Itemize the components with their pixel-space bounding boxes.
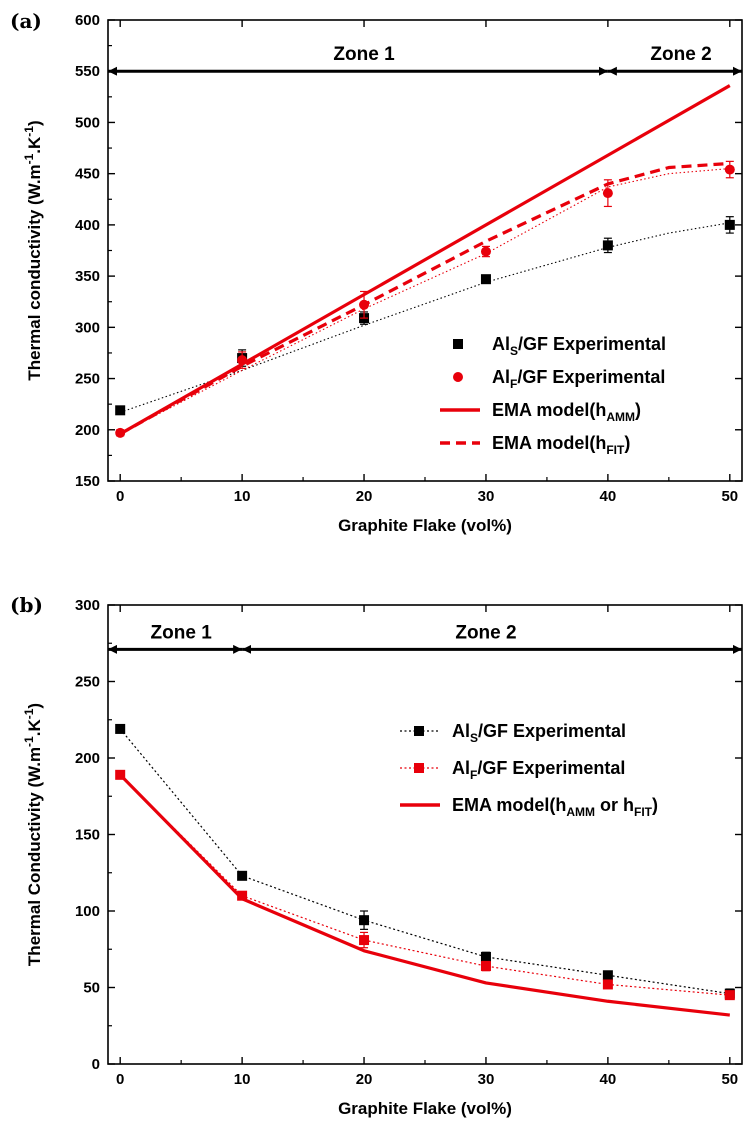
data-point bbox=[602, 188, 613, 199]
chart-panel-b: (b) 0 10 20 30 40 50 0 50 100 150 200 250 300 Graphite… bbox=[10, 593, 743, 1118]
data-point bbox=[237, 890, 248, 901]
data-point bbox=[602, 970, 613, 981]
data-point bbox=[480, 961, 491, 972]
data-point bbox=[602, 979, 613, 990]
legend-marker bbox=[414, 763, 424, 773]
y-axis-title: Thermal conductivity (W.m-1.K-1) bbox=[22, 120, 44, 380]
data-point bbox=[359, 915, 370, 926]
x-tick-label: 10 bbox=[234, 488, 251, 505]
zone-label: Zone 2 bbox=[455, 622, 516, 643]
chart-panel-a: (a) 0 10 20 30 40 50 150 200 250 300 350 400 450 500 55… bbox=[10, 9, 743, 535]
zone-label: Zone 1 bbox=[151, 622, 213, 643]
y-tick-label: 200 bbox=[75, 750, 100, 767]
y-tick-label: 50 bbox=[83, 980, 100, 997]
x-axis-title: Graphite Flake (vol%) bbox=[338, 1099, 512, 1118]
x-tick-label: 20 bbox=[356, 1071, 373, 1088]
x-tick-label: 0 bbox=[116, 1071, 124, 1088]
data-point bbox=[115, 723, 126, 734]
x-tick-label: 30 bbox=[478, 488, 495, 505]
data-point bbox=[724, 219, 735, 230]
x-tick-label: 50 bbox=[721, 488, 738, 505]
data-point bbox=[724, 164, 735, 175]
zone-label: Zone 2 bbox=[650, 44, 711, 65]
legend-label: AlF/GF Experimental bbox=[452, 758, 625, 782]
legend-label: AlF/GF Experimental bbox=[492, 367, 665, 391]
data-point bbox=[480, 274, 491, 285]
x-tick-label: 40 bbox=[600, 1071, 617, 1088]
data-point bbox=[724, 990, 735, 1001]
y-axis-title: Thermal Conductivity (W.m-1.K-1) bbox=[22, 703, 44, 966]
y-tick-label: 300 bbox=[75, 319, 100, 336]
legend: AlS/GF Experimental AlF/GF Experimental EM… bbox=[400, 721, 658, 819]
y-tick-label: 450 bbox=[75, 166, 100, 183]
data-point bbox=[237, 870, 248, 881]
x-tick-label: 10 bbox=[234, 1071, 251, 1088]
data-point bbox=[480, 246, 491, 257]
x-tick-label: 30 bbox=[478, 1071, 495, 1088]
x-tick-label: 0 bbox=[116, 488, 124, 505]
series-1 bbox=[115, 160, 735, 438]
data-point bbox=[359, 935, 370, 946]
y-tick-label: 100 bbox=[75, 903, 100, 920]
data-point bbox=[115, 405, 126, 416]
series-line bbox=[119, 773, 730, 1017]
legend-label: EMA model(hAMM) bbox=[492, 400, 641, 424]
legend: AlS/GF Experimental AlF/GF Experimental EM… bbox=[440, 334, 666, 457]
legend-marker bbox=[453, 372, 463, 382]
series-3 bbox=[119, 161, 730, 436]
panel-label: (b) bbox=[10, 593, 43, 617]
x-tick-label: 40 bbox=[600, 488, 617, 505]
panel-label: (a) bbox=[10, 9, 42, 33]
legend-marker bbox=[414, 726, 424, 736]
y-tick-label: 150 bbox=[75, 827, 100, 844]
y-tick-label: 150 bbox=[75, 473, 100, 490]
y-tick-label: 500 bbox=[75, 114, 100, 131]
series-line bbox=[119, 161, 730, 436]
legend-label: AlS/GF Experimental bbox=[452, 721, 626, 745]
plot-frame bbox=[107, 19, 743, 482]
y-tick-label: 600 bbox=[75, 12, 100, 29]
plot-frame bbox=[107, 604, 743, 1065]
series-2 bbox=[119, 773, 730, 1017]
fit-curve bbox=[119, 167, 730, 435]
y-tick-label: 0 bbox=[92, 1056, 100, 1073]
x-tick-label: 20 bbox=[356, 488, 373, 505]
y-tick-label: 250 bbox=[75, 674, 100, 691]
legend-label: AlS/GF Experimental bbox=[492, 334, 666, 358]
legend-label: EMA model(hAMM or hFIT) bbox=[452, 795, 658, 819]
y-tick-label: 250 bbox=[75, 371, 100, 388]
data-point bbox=[602, 240, 613, 251]
x-axis-title: Graphite Flake (vol%) bbox=[338, 516, 512, 535]
series-line bbox=[119, 728, 730, 995]
zone-label: Zone 1 bbox=[333, 44, 395, 65]
y-tick-label: 200 bbox=[75, 422, 100, 439]
legend-label: EMA model(hFIT) bbox=[492, 433, 630, 457]
y-tick-label: 400 bbox=[75, 217, 100, 234]
data-point bbox=[480, 951, 491, 962]
y-tick-label: 550 bbox=[75, 63, 100, 80]
y-tick-label: 300 bbox=[75, 597, 100, 614]
legend-marker bbox=[453, 339, 463, 349]
x-tick-label: 50 bbox=[721, 1071, 738, 1088]
y-tick-label: 350 bbox=[75, 268, 100, 285]
